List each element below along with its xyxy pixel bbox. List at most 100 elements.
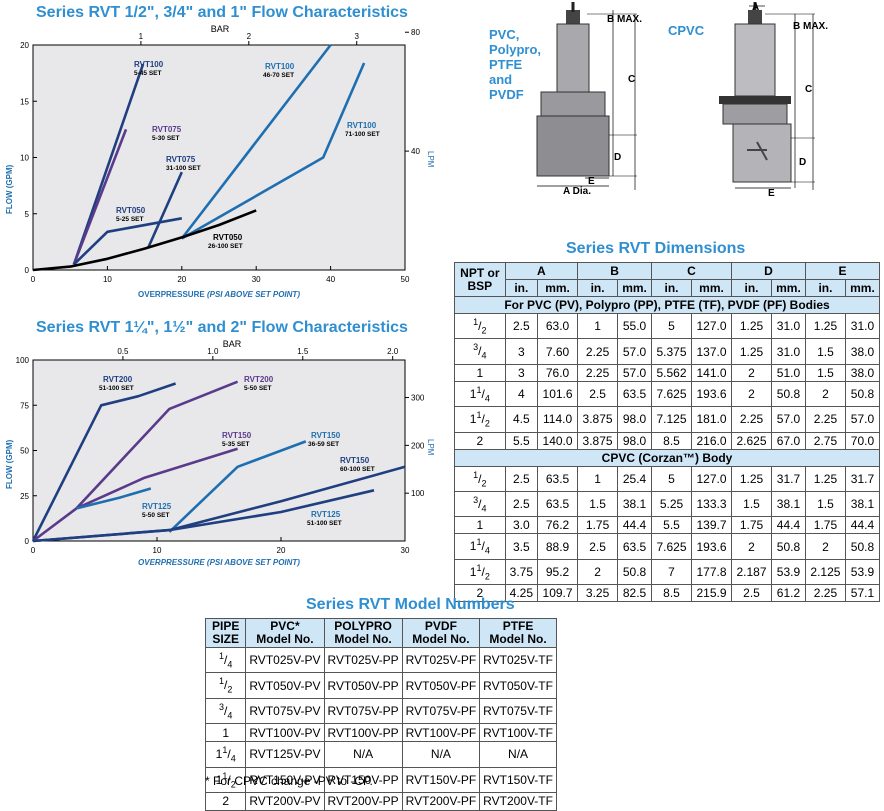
- series-line-rvt100-71-100-set: [181, 62, 366, 240]
- chart1-x-label-main: OVERPRESSURE: [138, 290, 205, 299]
- dim-value-cell: 67.0: [771, 431, 806, 450]
- dim-section-header: CPVC (Corzan™) Body: [454, 448, 880, 467]
- dim-value-cell: 4.25: [504, 584, 539, 603]
- y-tick-label: 20: [20, 41, 29, 50]
- dim-group-a: A: [504, 262, 579, 280]
- cpvc-flange: [722, 103, 788, 125]
- cpvc-dim-a: A: [752, 2, 759, 13]
- c2-label-rvt150-b: RVT150: [311, 431, 341, 440]
- dim-value-cell: 1.25: [804, 465, 846, 492]
- chart1-plot-area: [32, 44, 406, 271]
- dim-group-e: E: [804, 262, 881, 280]
- model-size-cell: 2: [204, 791, 247, 811]
- dim-group-b: B: [577, 262, 652, 280]
- dim-value-cell: 1.75: [731, 516, 773, 535]
- dim-value-cell: 2.25: [804, 584, 846, 603]
- cpvc-dim-c: C: [805, 84, 812, 95]
- dim-size-cell: 1/2: [454, 465, 506, 492]
- dim-value-cell: 31.7: [844, 465, 881, 492]
- y-tick-label: 15: [20, 97, 29, 106]
- chart1-right-label: LPM: [426, 151, 435, 168]
- dim-value-cell: 127.0: [690, 312, 733, 340]
- y-tick-label: 50: [20, 447, 29, 456]
- dim-value-cell: 50.8: [617, 558, 652, 586]
- dim-unit-header: mm.: [617, 279, 652, 297]
- model-header-cell: PVDF Model No.: [401, 618, 481, 648]
- model-table-row: 1/2 RVT050V-PV RVT050V-PP RVT050V-PF RVT050V…: [204, 672, 557, 699]
- dim-value-cell: 31.0: [771, 312, 806, 340]
- dim-value-cell: 1.5: [804, 490, 846, 518]
- c2-label-rvt150-c-set: 60-100 SET: [340, 466, 375, 473]
- chart2-plot-area: [32, 359, 406, 542]
- chart2-svg: BAR 0.5 1.0 1.5 2.0 0 10 20 30 0 25 50 75 100 100 2…: [5, 339, 435, 567]
- model-number-cell: RVT200V-PF: [401, 791, 481, 811]
- c2-label-rvt125-b: RVT125: [311, 510, 341, 519]
- top-tick-label: 3: [354, 32, 359, 41]
- dim-value-cell: 63.5: [537, 490, 579, 518]
- dim-value-cell: 50.8: [844, 533, 881, 560]
- dim-value-cell: 1.5: [577, 490, 619, 518]
- c1-label-rvt100-c-set: 71-100 SET: [345, 131, 380, 138]
- dim-value-cell: 38.1: [844, 490, 881, 518]
- x-tick-label: 50: [401, 275, 410, 284]
- dim-value-cell: 109.7: [537, 584, 579, 603]
- dim-value-cell: 181.0: [690, 406, 733, 433]
- dim-value-cell: 53.9: [844, 558, 881, 586]
- dim-size-cell: 11/2: [454, 406, 506, 433]
- chart1-y-label: FLOW (GPM): [5, 164, 14, 214]
- c1-label-rvt050-a-set: 5-25 SET: [116, 216, 143, 223]
- dim-unit-header: in.: [804, 279, 846, 297]
- series-line-rvt200-5-50-set: [75, 380, 239, 510]
- dim-value-cell: 1.25: [731, 338, 773, 365]
- dim-value-cell: 5: [650, 312, 693, 340]
- dim-value-cell: 38.0: [844, 338, 881, 365]
- cpvc-bonnet: [734, 23, 776, 97]
- pvc-label-line: Polypro,: [489, 42, 542, 57]
- dim-value-cell: 4.5: [504, 406, 539, 433]
- dim-value-cell: 1.5: [804, 363, 846, 382]
- model-header-cell: PIPE SIZE: [204, 618, 247, 648]
- model-number-cell: RVT050V-TF: [479, 672, 557, 699]
- right-tick-label: 80: [411, 28, 420, 37]
- dim-value-cell: 193.6: [690, 380, 733, 408]
- model-table-row: 1 RVT100V-PV RVT100V-PP RVT100V-PF RVT100V-T…: [204, 723, 557, 743]
- series-line-rvt050-5-25-set: [72, 217, 183, 266]
- cpvc-nut: [748, 10, 762, 24]
- c1-label-rvt100-a: RVT100: [134, 60, 164, 69]
- dim-value-cell: 215.9: [690, 584, 733, 603]
- dim-value-cell: 50.8: [771, 380, 806, 408]
- series-line-rvt100-46-70-set: [180, 44, 332, 240]
- y-tick-label: 0: [25, 537, 30, 546]
- chart2-y-label: FLOW (GPM): [5, 439, 14, 489]
- dim-table-row: 1/2 2.5 63.5 1 25.4 5 127.0 1.25 31.7 1.25 31.7: [454, 465, 881, 492]
- model-number-cell: RVT050V-PV: [245, 672, 325, 699]
- dim-value-cell: 3.25: [577, 584, 619, 603]
- c1-label-rvt075-b: RVT075: [166, 155, 196, 164]
- dim-value-cell: 177.8: [690, 558, 733, 586]
- pvc-label: PVC, Polypro, PTFE and PVDF: [489, 27, 541, 102]
- dim-value-cell: 2: [731, 533, 773, 560]
- top-tick-label: 1.5: [297, 347, 309, 356]
- dim-value-cell: 57.1: [844, 584, 881, 603]
- c1-label-rvt050-b-set: 26-100 SET: [208, 243, 243, 250]
- dim-value-cell: 44.4: [771, 516, 806, 535]
- dim-value-cell: 2.5: [504, 465, 539, 492]
- models-footnote: * For CPVC change -PV to -CP.: [205, 774, 373, 788]
- dim-value-cell: 1.75: [577, 516, 619, 535]
- pvc-body: [536, 115, 610, 177]
- models-table: PIPE SIZE PVC* Model No. POLYPRO Model No. PVD…: [204, 618, 557, 811]
- model-number-cell: RVT150V-TF: [479, 766, 557, 793]
- c2-label-rvt125-a-set: 5-50 SET: [142, 512, 169, 519]
- pvc-dim-d: D: [614, 152, 621, 163]
- model-number-cell: N/A: [323, 741, 403, 768]
- dim-value-cell: 8.5: [650, 584, 693, 603]
- dim-value-cell: 53.9: [771, 558, 806, 586]
- dim-value-cell: 2.25: [731, 406, 773, 433]
- pvc-valve-diagram: B MAX. C D E A Dia.: [536, 2, 642, 197]
- chart1-top-axis-label: BAR: [211, 24, 230, 34]
- dim-value-cell: 2.25: [577, 338, 619, 365]
- dim-value-cell: 3: [504, 338, 539, 365]
- y-tick-label: 100: [16, 356, 30, 365]
- x-tick-label: 10: [103, 275, 112, 284]
